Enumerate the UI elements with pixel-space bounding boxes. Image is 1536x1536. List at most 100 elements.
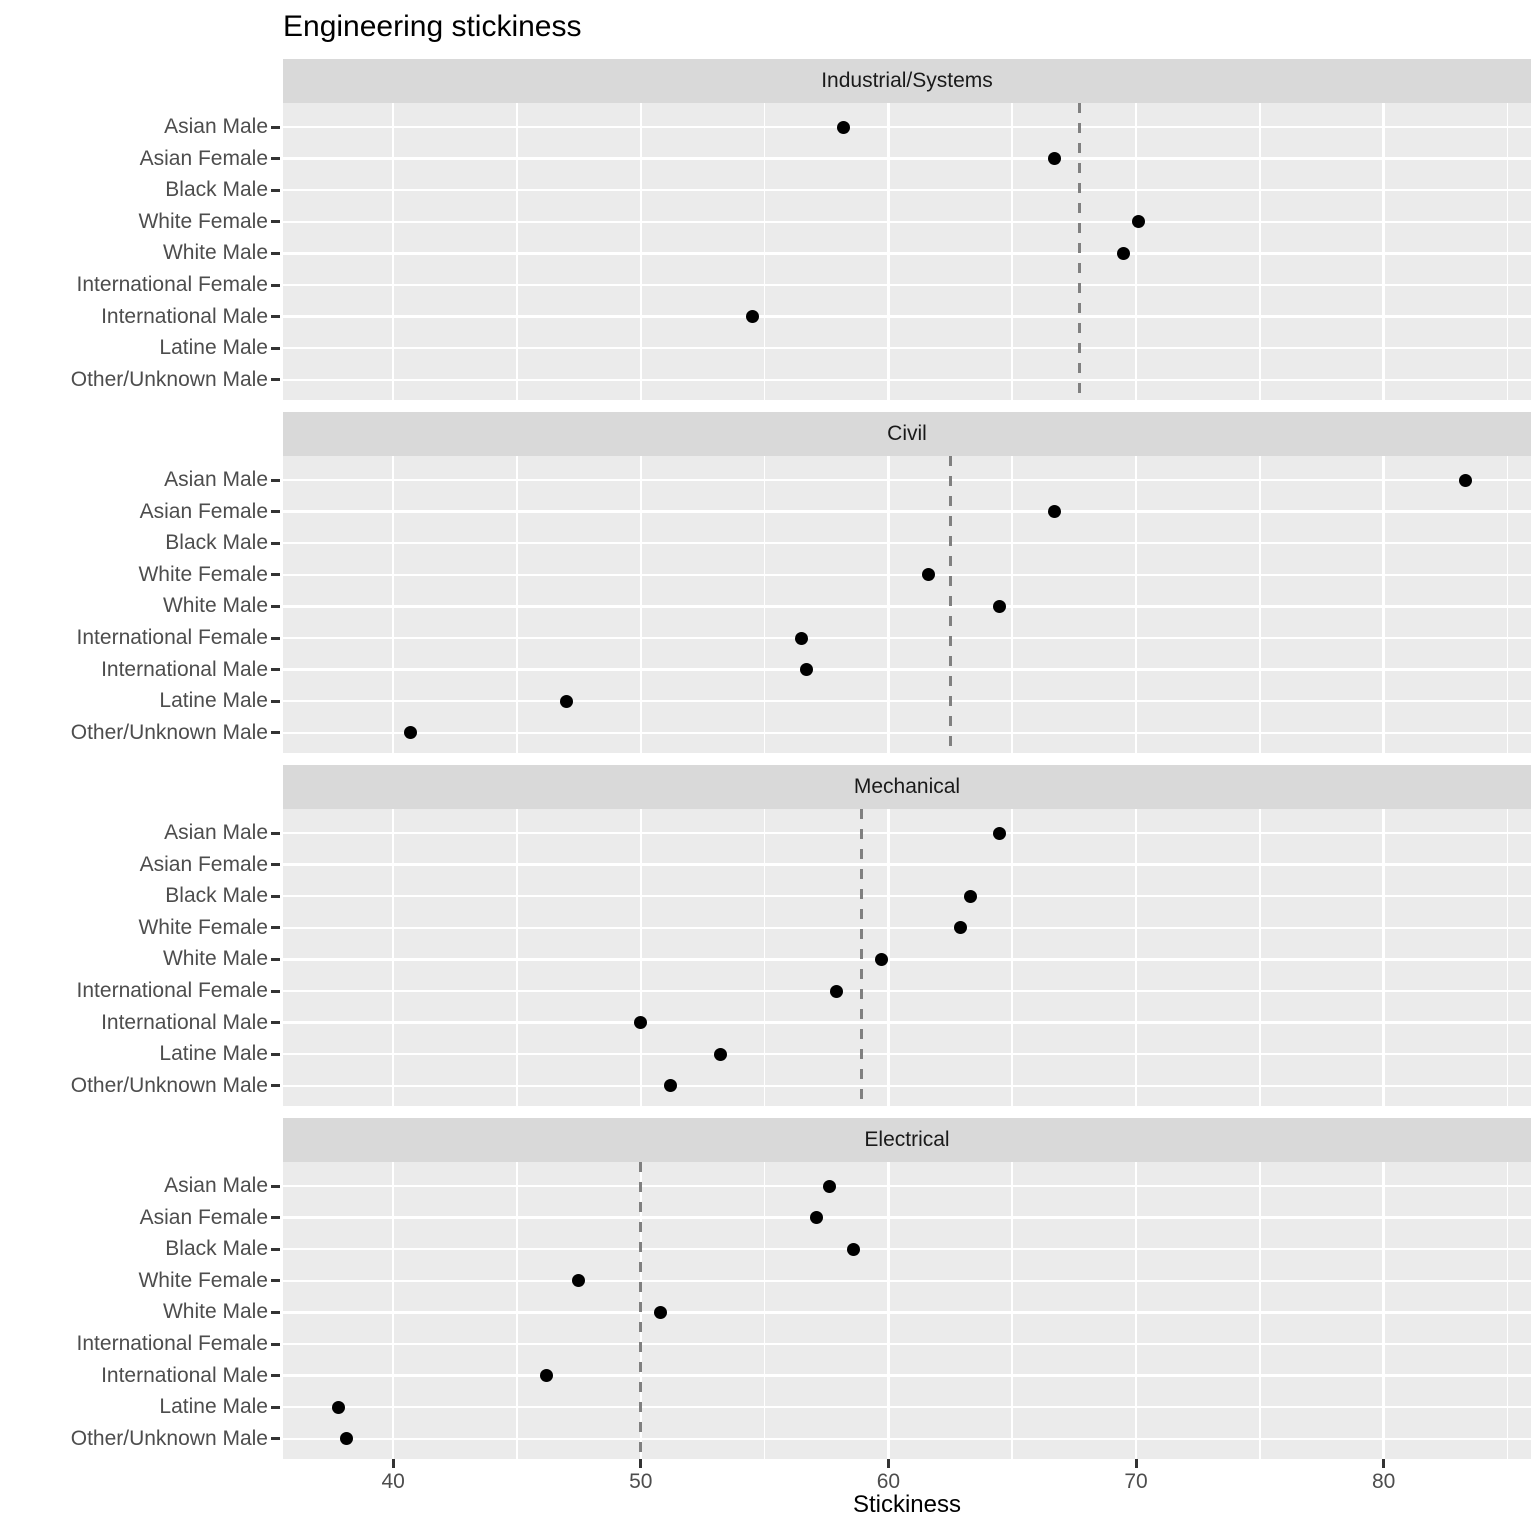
data-point <box>837 120 851 134</box>
gridline-horizontal <box>283 315 1531 318</box>
gridline-horizontal <box>283 989 1531 993</box>
facet-strip: Industrial/Systems <box>283 59 1531 103</box>
data-point <box>654 1305 668 1319</box>
x-axis-tick <box>391 1459 395 1468</box>
gridline-major-vertical <box>887 1162 890 1459</box>
y-axis-label: White Female <box>138 562 268 586</box>
y-axis-label: International Female <box>76 273 268 296</box>
data-point <box>540 1369 554 1383</box>
data-point <box>339 1432 353 1446</box>
y-axis-label: Black Male <box>165 531 268 555</box>
y-axis-label: Latine Male <box>159 336 268 360</box>
data-point <box>1047 152 1061 166</box>
gridline-major-vertical <box>1382 1162 1385 1459</box>
gridline-minor-vertical <box>1506 809 1509 1106</box>
gridline-horizontal <box>283 1184 1531 1188</box>
facet-strip: Civil <box>283 412 1531 456</box>
y-axis-label: Asian Male <box>164 115 268 138</box>
reference-line <box>859 809 863 1106</box>
gridline-horizontal <box>283 541 1531 545</box>
y-axis-tick <box>271 1374 280 1378</box>
y-axis-tick <box>271 731 280 735</box>
data-point <box>822 1179 836 1193</box>
gridline-major-vertical <box>391 103 395 400</box>
gridline-major-vertical <box>1382 456 1385 753</box>
gridline-horizontal <box>283 668 1531 671</box>
gridline-minor-vertical <box>1011 456 1013 753</box>
data-point <box>874 952 888 966</box>
data-point <box>332 1400 346 1414</box>
y-axis-label: Latine Male <box>159 1395 268 1419</box>
gridline-horizontal <box>283 1374 1531 1377</box>
facet-panel <box>283 809 1531 1106</box>
facet-panel <box>283 103 1531 400</box>
y-axis-tick <box>271 346 280 350</box>
gridline-major-vertical <box>639 456 643 753</box>
gridline-minor-vertical <box>516 1162 518 1459</box>
facet-panel <box>283 1162 1531 1459</box>
gridline-horizontal <box>283 605 1531 608</box>
y-axis-label: Asian Male <box>164 1174 268 1197</box>
y-axis-label: White Female <box>138 1268 268 1292</box>
gridline-horizontal <box>283 1052 1531 1056</box>
y-axis-tick <box>271 378 280 382</box>
y-axis-label: Black Male <box>165 1237 268 1261</box>
y-axis-tick <box>271 478 280 482</box>
gridline-minor-vertical <box>516 456 518 753</box>
y-axis-tick <box>271 1184 280 1188</box>
y-axis-label: International Female <box>76 979 268 1002</box>
y-axis-label: Other/Unknown Male <box>70 1426 268 1450</box>
reference-line <box>1077 103 1081 400</box>
x-axis-tick <box>886 1459 890 1468</box>
x-axis-title: Stickiness <box>852 1491 962 1518</box>
data-point <box>745 310 759 324</box>
x-axis-tick-label: 80 <box>1371 1470 1396 1493</box>
gridline-horizontal <box>283 926 1531 930</box>
y-axis-tick <box>271 125 280 129</box>
y-axis-tick <box>271 510 280 514</box>
gridline-horizontal <box>283 220 1531 224</box>
gridline-horizontal <box>283 894 1531 898</box>
gridline-minor-vertical <box>1011 809 1013 1106</box>
y-axis-label: Other/Unknown Male <box>70 1073 268 1097</box>
facet-strip: Mechanical <box>283 765 1531 809</box>
y-axis-tick <box>271 541 280 545</box>
chart-title: Engineering stickiness <box>283 10 582 43</box>
gridline-minor-vertical <box>516 809 518 1106</box>
gridline-horizontal <box>283 1437 1531 1441</box>
gridline-major-vertical <box>1134 456 1138 753</box>
y-axis-label: Latine Male <box>159 689 268 713</box>
y-axis-tick <box>271 668 280 672</box>
y-axis-label: Other/Unknown Male <box>70 367 268 391</box>
gridline-major-vertical <box>639 103 643 400</box>
gridline-horizontal <box>283 636 1531 640</box>
y-axis-label: International Male <box>101 657 268 681</box>
data-point <box>664 1079 678 1093</box>
gridline-horizontal <box>283 157 1531 160</box>
data-point <box>921 568 935 582</box>
data-point <box>1458 473 1472 487</box>
gridline-minor-vertical <box>763 809 766 1106</box>
y-axis-label: International Male <box>101 1010 268 1034</box>
gridline-horizontal <box>283 958 1531 961</box>
y-axis-label: International Male <box>101 304 268 328</box>
y-axis-tick <box>271 1216 280 1220</box>
x-axis-tick-label: 60 <box>876 1470 901 1493</box>
gridline-horizontal <box>283 1311 1531 1314</box>
gridline-horizontal <box>283 252 1531 255</box>
gridline-major-vertical <box>391 1162 395 1459</box>
gridline-minor-vertical <box>763 1162 766 1459</box>
data-point <box>800 663 814 677</box>
y-axis-label: Asian Male <box>164 821 268 844</box>
y-axis-label: Asian Female <box>139 852 268 876</box>
y-axis-tick <box>271 315 280 319</box>
gridline-horizontal <box>283 1247 1531 1251</box>
reference-line <box>639 1162 643 1459</box>
y-axis-tick <box>271 573 280 577</box>
facet-strip-label: Industrial/Systems <box>821 69 993 92</box>
x-axis-tick <box>1134 1459 1138 1468</box>
data-point <box>1047 505 1061 519</box>
y-axis-label: White Male <box>162 594 268 618</box>
x-axis-tick <box>1382 1459 1386 1468</box>
